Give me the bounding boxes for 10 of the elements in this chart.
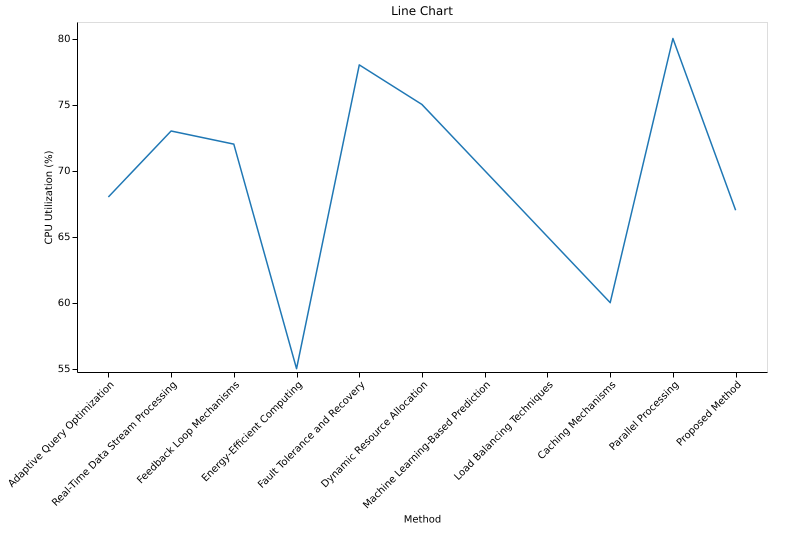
y-axis-title: CPU Utilization (%) [44, 150, 55, 245]
line-series [108, 38, 736, 370]
y-tick-label: 55 [58, 364, 70, 376]
y-tick-label: 65 [58, 232, 70, 244]
y-tick-label: 80 [58, 34, 70, 46]
y-tick-label: 70 [58, 166, 70, 178]
y-tick-label: 75 [58, 100, 70, 112]
y-tick-label: 60 [58, 298, 70, 310]
x-axis-title: Method [404, 514, 442, 526]
chart-title: Line Chart [391, 4, 454, 18]
